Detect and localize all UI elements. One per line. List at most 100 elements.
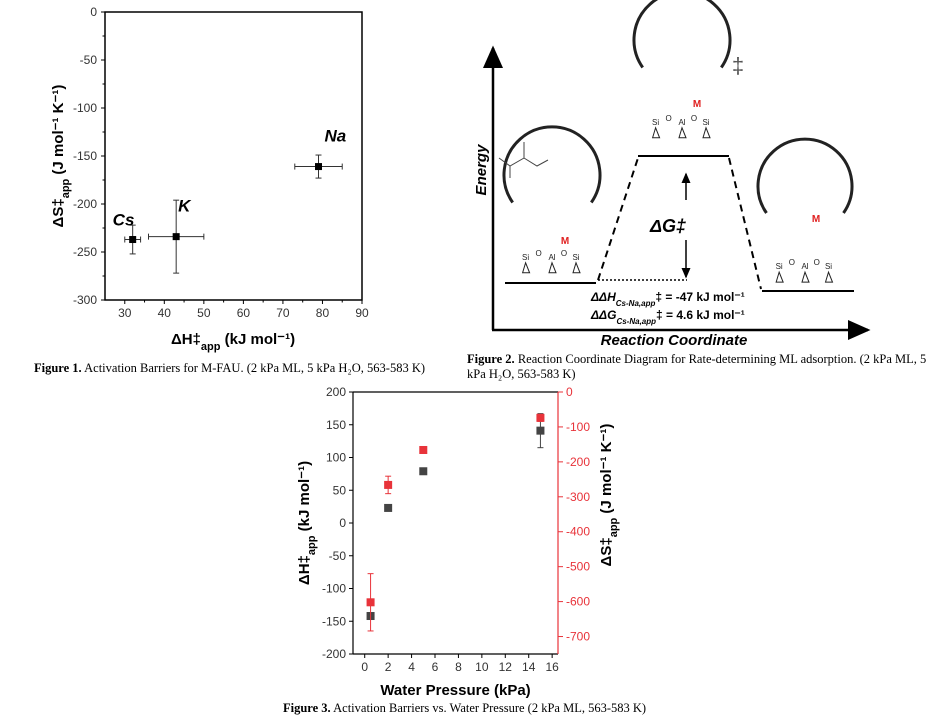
transition-state-framework-atom: Si [702, 118, 709, 127]
transition-state-framework-atom: O [691, 114, 697, 123]
y-tick-label: 200 [326, 385, 346, 399]
x-tick-label: 12 [499, 660, 513, 674]
product-framework-atom: Si [825, 262, 832, 271]
y-axis-right-label-units: (J mol⁻¹ K⁻¹) [598, 424, 615, 518]
product-framework-atom: O [814, 258, 820, 267]
y-tick-label: -50 [329, 549, 347, 563]
product-tetrahedron-icon [824, 270, 834, 283]
y-right-tick-label: -100 [566, 420, 590, 434]
product-cage [756, 137, 854, 214]
y-axis-label: ΔS‡app (J mol⁻¹ K⁻¹) [50, 85, 72, 228]
y-right-tick-label: -700 [566, 630, 590, 644]
reactant-framework-atom: Si [522, 253, 529, 262]
point-label-Cs: Cs [113, 211, 135, 230]
y-tick-label: -150 [322, 614, 346, 628]
data-point-Cs [129, 236, 137, 244]
product-framework-atom: Si [776, 262, 783, 271]
y-tick-label: -150 [73, 149, 97, 163]
transition-state-tetrahedron-icon [702, 126, 711, 139]
transition-state-cage [632, 0, 732, 69]
ddg-symbol: ΔΔG [590, 308, 616, 322]
dashed-connector [728, 157, 762, 290]
transition-state-symbol: ‡ [732, 53, 744, 78]
x-tick-label: 0 [361, 660, 368, 674]
y-tick-label: 150 [326, 418, 346, 432]
x-axis-label: ΔH‡app (kJ mol⁻¹) [171, 331, 295, 353]
x-tick-label: 80 [316, 306, 330, 320]
delta-g-label: ΔG‡ [649, 216, 686, 236]
y-axis-left-label-main: ΔH‡ [296, 555, 313, 585]
enthalpy-data-point [536, 426, 545, 435]
entropy-data-point [536, 413, 545, 422]
y-right-tick-label: 0 [566, 385, 573, 399]
y-right-tick-label: -200 [566, 455, 590, 469]
x-axis-label-sub: app [201, 341, 221, 353]
y-tick-label: -250 [73, 245, 97, 259]
ddh-subscript: Cs-Na,app [616, 299, 656, 308]
reactant-framework-atom: O [535, 249, 541, 258]
x-tick-label: 10 [475, 660, 489, 674]
y-axis-right-label-main: ΔS‡ [598, 537, 615, 566]
reactant-framework-atom: Si [572, 253, 579, 262]
y-axis-left-label: ΔH‡app (kJ mol⁻¹) [296, 461, 318, 585]
y-right-tick-label: -300 [566, 490, 590, 504]
reaction-coordinate-label: Reaction Coordinate [601, 332, 748, 349]
x-axis-label-main: ΔH‡ [171, 331, 201, 348]
entropy-data-point [384, 480, 393, 489]
figure1-caption: Figure 1. Activation Barriers for M-FAU.… [34, 361, 426, 375]
data-point-Na [315, 163, 323, 171]
reactant-metal-label: M [561, 236, 569, 247]
x-tick-label: 8 [455, 660, 462, 674]
ddg-label: ΔΔGCs-Na,app‡ = 4.6 kJ mol⁻¹ [590, 308, 745, 326]
y-axis-label-units: (J mol⁻¹ K⁻¹) [50, 85, 67, 179]
x-tick-label: 14 [522, 660, 536, 674]
dashed-connector [597, 157, 639, 281]
x-tick-label: 16 [545, 660, 559, 674]
x-axis-label-units: (kJ mol⁻¹) [220, 331, 295, 348]
y-axis-left-label-sub: app [306, 535, 318, 555]
y-right-tick-label: -500 [566, 560, 590, 574]
enthalpy-data-point [384, 503, 393, 512]
product-tetrahedron-icon [801, 270, 810, 283]
y-tick-label: -300 [73, 293, 97, 307]
reactant-framework-atom: O [561, 249, 567, 258]
product-framework-atom: O [789, 258, 795, 267]
reactant-cage [502, 125, 602, 204]
x-axis-label: Water Pressure (kPa) [380, 682, 530, 699]
point-label-K: K [178, 197, 192, 216]
y-tick-label: 0 [90, 5, 97, 19]
product-metal-label: M [812, 214, 820, 225]
transition-state-framework-atom: Si [652, 118, 659, 127]
y-axis-right-label-sub: app [608, 517, 620, 537]
y-tick-label: 50 [333, 483, 347, 497]
figure2-caption: Figure 2. Reaction Coordinate Diagram fo… [467, 352, 927, 381]
y-tick-label: -50 [80, 53, 98, 67]
x-tick-label: 40 [158, 306, 172, 320]
x-tick-label: 50 [197, 306, 211, 320]
y-tick-label: -100 [73, 101, 97, 115]
product-tetrahedron-icon [775, 270, 784, 283]
transition-state-framework-atom: Al [678, 118, 685, 127]
y-axis-label-sub: app [60, 178, 72, 198]
y-right-tick-label: -600 [566, 595, 590, 609]
ddg-subscript: Cs-Na,app [616, 317, 656, 326]
y-tick-label: 100 [326, 451, 346, 465]
transition-state-tetrahedron-icon [651, 126, 661, 139]
x-tick-label: 90 [355, 306, 369, 320]
y-tick-label: 0 [339, 516, 346, 530]
reactant-tetrahedron-icon [521, 261, 531, 274]
x-tick-label: 70 [276, 306, 290, 320]
energy-axis-label: Energy [473, 144, 490, 196]
data-point-K [172, 233, 180, 241]
enthalpy-data-point [419, 467, 428, 476]
x-tick-label: 6 [432, 660, 439, 674]
y-tick-label: -200 [73, 197, 97, 211]
x-tick-label: 4 [408, 660, 415, 674]
plot-frame [104, 11, 363, 301]
ddh-symbol: ΔΔH [590, 290, 616, 304]
figure1-chart: 30 40 50 60 70 80 90 0 -50 -100 -150 -200 -250 -300 ΔH… [50, 5, 369, 353]
transition-state-tetrahedron-icon [678, 126, 687, 139]
figure3-chart: 0 2 4 6 8 10 12 14 16 200 150 100 50 0 -50 -100 -150 -200… [296, 385, 620, 699]
